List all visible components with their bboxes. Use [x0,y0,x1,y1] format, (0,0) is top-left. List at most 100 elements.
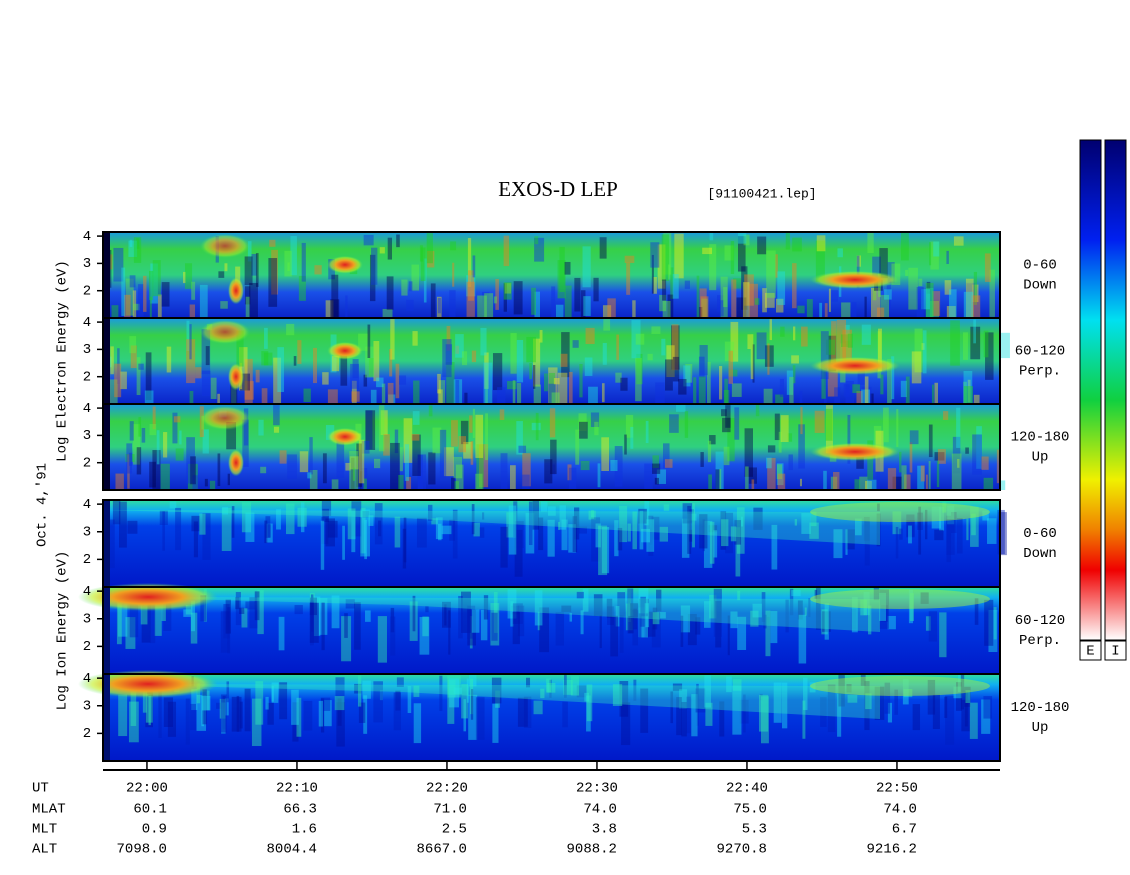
spectrogram-texture [369,254,376,302]
panel-label: 0-60 [1023,258,1057,274]
spectrogram-texture [368,515,374,526]
spectrogram-texture [454,675,461,698]
spectrogram-texture [145,677,154,728]
spectrogram-texture [580,610,584,635]
spectrogram-texture [314,265,322,275]
spectrogram-texture [866,479,877,490]
spectrogram-texture [461,591,471,633]
y-tick-label: 2 [83,552,91,568]
spectrogram-texture [202,513,211,560]
spectrogram-texture [948,289,957,318]
spectrogram-texture [478,444,489,488]
spectrogram-texture [720,276,728,318]
spectrogram-texture [360,509,371,557]
spectrogram-texture [128,701,139,743]
spectrogram-texture [560,353,568,367]
spectrogram-texture [787,433,793,442]
spectrogram-texture [327,255,363,274]
spectrogram-texture [606,598,613,618]
spectrogram-texture [681,701,687,737]
spectrogram-texture [138,417,142,437]
spectrogram-texture [483,595,489,620]
spectrogram-texture [876,456,880,490]
spectrogram-texture [946,515,952,563]
spectrogram-texture [831,321,837,364]
colorbar-label-box [1079,640,1102,661]
spectrogram-texture [734,520,742,545]
spectrogram-texture [559,505,566,530]
spectrogram-texture [625,414,634,438]
spectrogram-texture [200,234,250,258]
spectrogram-texture [963,291,974,318]
spectrogram-texture [713,530,718,558]
spectrogram-texture [644,603,650,628]
spectrogram-texture [224,263,228,272]
spectrogram-texture [775,394,784,404]
spectrogram-texture [201,329,211,375]
spectrogram-texture [639,598,649,638]
spectrogram-texture [450,241,457,251]
spectrogram-texture [945,695,955,745]
spectrogram-texture [653,276,657,294]
spectrogram-texture [460,420,469,445]
spectrogram-texture [572,340,579,348]
spectrogram-texture [128,452,133,466]
spectrogram-panel [78,670,1000,761]
spectrogram-texture [725,405,731,428]
spectrogram-texture [814,589,818,599]
spectrogram-texture [129,239,133,248]
spectrogram-texture [934,529,944,541]
spectrogram-texture [271,685,274,702]
spectrogram-texture [601,527,610,574]
spectrogram-texture [761,592,766,622]
spectrogram-texture [886,285,891,310]
spectrogram-texture [568,467,577,490]
y-tick-label: 3 [83,524,91,540]
spectrogram-texture [674,233,684,279]
spectrogram-texture [715,451,724,490]
spectrogram-texture [377,616,387,663]
y-tick-label: 4 [83,497,91,513]
spectrogram-texture [944,696,948,718]
spectrogram-texture [540,688,545,699]
spectrogram-texture [874,686,885,720]
spectrogram-texture [393,692,402,731]
spectrogram-texture [744,274,754,306]
spectrogram-texture [420,247,426,282]
spectrogram-texture [984,599,994,646]
spectrogram-texture [820,331,829,380]
spectrogram-texture [463,699,467,732]
spectrogram-texture [422,616,429,637]
spectrogram-texture [297,507,307,527]
spectrogram-texture [538,517,544,551]
spectrogram-texture [228,277,244,305]
spectrogram-texture [963,381,967,404]
spectrogram-texture [607,606,614,625]
spectrogram-texture [887,702,893,723]
spectrogram-texture [558,521,561,530]
spectrogram-texture [750,610,759,627]
spectrogram-texture [323,700,332,727]
spectrogram-texture [222,695,226,730]
spectrogram-texture [152,450,161,490]
spectrogram-texture [187,463,198,490]
spectrogram-texture [249,597,258,629]
spectrogram-texture [867,232,874,254]
spectrogram-texture [602,342,607,365]
spectrogram-texture [693,377,697,404]
spectrogram-texture [491,612,498,641]
y-tick-label: 3 [83,256,91,272]
spectrogram-texture [708,474,712,490]
spectrogram-texture [203,589,207,622]
spectrogram-texture [484,352,489,389]
spectrogram-texture [454,481,459,490]
spectrogram-texture [698,376,706,404]
spectrogram-texture [810,270,900,289]
spectrogram-texture [880,374,884,395]
spectrogram-texture [864,521,870,566]
spectrogram-texture [378,405,385,452]
spectrogram-texture [226,421,237,450]
spectrogram-texture [350,363,359,389]
spectrogram-texture [242,419,249,467]
spectrogram-texture [199,284,208,318]
